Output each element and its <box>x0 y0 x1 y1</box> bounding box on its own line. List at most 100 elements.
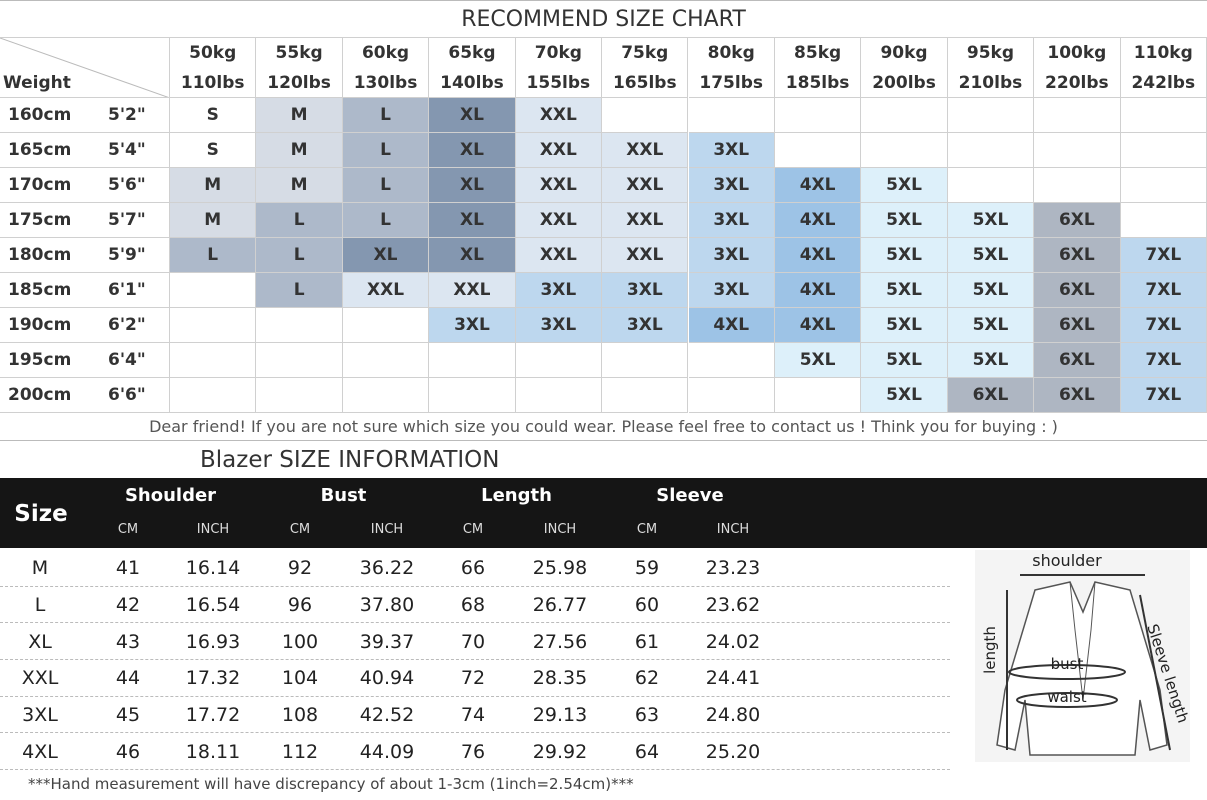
size-cell: 4XL <box>688 308 775 343</box>
height-cm: 185cm <box>0 273 100 308</box>
blazer-diagram: shoulder length bust waist Sleeve length <box>975 550 1190 762</box>
size-value: 64 <box>634 740 660 763</box>
size-value: 61 <box>634 630 660 653</box>
height-cm: 195cm <box>0 343 100 378</box>
row-line <box>0 697 950 734</box>
size-value: 70 <box>460 630 486 653</box>
size-cell <box>602 98 689 133</box>
size-cell <box>1120 203 1207 238</box>
size-cell: 4XL <box>774 238 862 273</box>
size-label: Size <box>14 501 68 527</box>
size-cell: 3XL <box>688 168 775 203</box>
size-value: 3XL <box>22 704 58 727</box>
kg-header: 55kg <box>256 38 343 68</box>
size-cell <box>774 98 862 133</box>
size-cell: S <box>170 98 257 133</box>
unit-header: INCH <box>716 521 750 537</box>
size-value: 23.62 <box>705 594 761 617</box>
size-cell: XXL <box>515 98 603 133</box>
kg-header: 110kg <box>1121 38 1207 68</box>
size-cell: 5XL <box>861 308 948 343</box>
size-cell: 5XL <box>861 273 948 308</box>
size-cell: 3XL <box>688 133 775 168</box>
size-value: 17.32 <box>185 667 241 690</box>
height-ft: 5'4" <box>100 133 170 168</box>
size-cell <box>515 343 603 378</box>
size-cell: XXL <box>342 273 430 308</box>
kg-header: 65kg <box>429 38 516 68</box>
size-value: 28.35 <box>532 667 588 690</box>
size-cell <box>947 133 1035 168</box>
size-cell: 4XL <box>774 203 862 238</box>
size-cell: 4XL <box>774 168 862 203</box>
height-ft: 6'2" <box>100 308 170 343</box>
height-cm: 170cm <box>0 168 100 203</box>
size-value: 59 <box>634 557 660 580</box>
size-cell: 7XL <box>1120 273 1207 308</box>
size-cell <box>256 308 343 343</box>
lbs-header: 165lbs <box>602 68 689 98</box>
header-bg <box>0 478 1207 548</box>
size-value: 37.80 <box>359 594 415 617</box>
size-cell: M <box>256 168 343 203</box>
size-cell <box>947 98 1035 133</box>
size-value: 96 <box>287 594 313 617</box>
size-value: 45 <box>115 704 141 727</box>
size-cell: M <box>256 98 343 133</box>
kg-header: 80kg <box>689 38 775 68</box>
group-header: Sleeve <box>656 484 724 506</box>
size-value: 29.92 <box>532 740 588 763</box>
size-cell <box>1120 133 1207 168</box>
size-cell: 3XL <box>602 308 689 343</box>
height-ft: 6'4" <box>100 343 170 378</box>
label-waist: waist <box>1047 688 1086 706</box>
height-ft: 6'6" <box>100 378 170 413</box>
size-value: 27.56 <box>532 630 588 653</box>
size-value: 108 <box>281 704 319 727</box>
size-cell: L <box>170 238 257 273</box>
size-cell <box>342 308 430 343</box>
label-shoulder: shoulder <box>1032 551 1102 570</box>
lbs-header: 130lbs <box>342 68 430 98</box>
size-cell: 5XL <box>861 168 948 203</box>
size-value: 16.54 <box>185 594 241 617</box>
size-cell <box>1034 168 1121 203</box>
size-cell: XXL <box>515 133 603 168</box>
size-cell <box>688 343 775 378</box>
size-cell: 3XL <box>688 203 775 238</box>
size-cell: M <box>170 203 257 238</box>
size-cell <box>170 273 257 308</box>
size-value: 29.13 <box>532 704 588 727</box>
row-line <box>0 660 950 697</box>
size-cell <box>861 133 948 168</box>
header-corner <box>0 38 170 98</box>
size-cell <box>947 168 1035 203</box>
size-cell: L <box>256 238 343 273</box>
size-cell: XL <box>342 238 430 273</box>
unit-header: INCH <box>543 521 577 537</box>
size-value: 23.23 <box>705 557 761 580</box>
height-cm: 190cm <box>0 308 100 343</box>
size-cell: 5XL <box>947 343 1035 378</box>
size-cell <box>170 378 257 413</box>
height-cm: 180cm <box>0 238 100 273</box>
size-value: 24.80 <box>705 704 761 727</box>
row-line <box>0 550 950 587</box>
size-value: 18.11 <box>185 740 241 763</box>
size-cell: XXL <box>602 133 689 168</box>
size-cell: L <box>342 203 430 238</box>
lbs-header: 175lbs <box>688 68 775 98</box>
size-cell: XXL <box>515 238 603 273</box>
lbs-header: 220lbs <box>1034 68 1121 98</box>
size-value: 4XL <box>22 740 58 763</box>
size-value: 26.77 <box>532 594 588 617</box>
size-cell: 3XL <box>688 273 775 308</box>
size-cell: 7XL <box>1120 343 1207 378</box>
size-cell <box>256 343 343 378</box>
size-cell: L <box>342 168 430 203</box>
size-cell: M <box>256 133 343 168</box>
unit-header: INCH <box>370 521 404 537</box>
height-cm: 200cm <box>0 378 100 413</box>
kg-header: 95kg <box>948 38 1035 68</box>
size-cell: XXL <box>602 238 689 273</box>
